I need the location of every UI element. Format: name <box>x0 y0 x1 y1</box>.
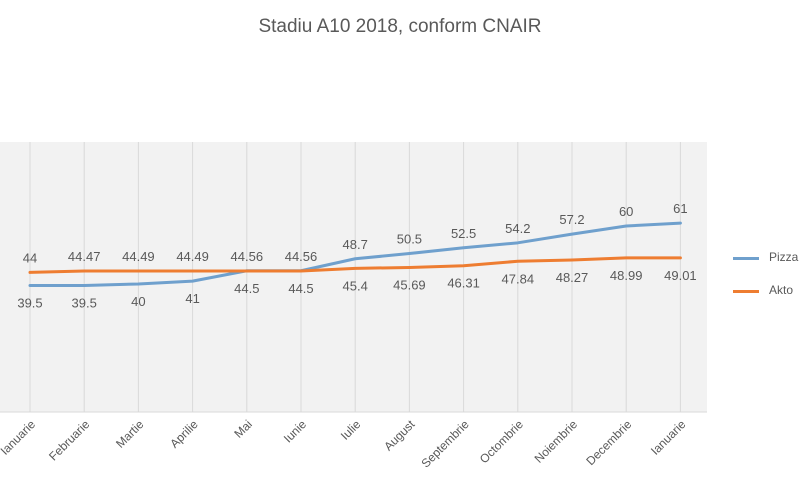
legend-swatch-pizza <box>733 257 759 260</box>
x-tick-label: Noiembrie <box>532 417 581 466</box>
data-label: 40 <box>131 294 145 309</box>
data-label: 44.49 <box>122 249 155 264</box>
data-label: 48.27 <box>556 270 589 285</box>
x-tick-label: Iulie <box>338 417 364 443</box>
x-tick-label: Martie <box>113 417 147 451</box>
data-label: 48.99 <box>610 268 643 283</box>
x-tick-label: August <box>381 417 418 454</box>
series-line-akto <box>28 256 682 274</box>
data-label: 44.5 <box>288 281 313 296</box>
x-tick-label: Ianuarie <box>648 417 689 458</box>
data-label: 44 <box>23 250 37 265</box>
data-label: 50.5 <box>397 232 422 247</box>
x-tick-label: Septembrie <box>418 417 472 471</box>
data-label: 47.84 <box>502 271 535 286</box>
data-label: 52.5 <box>451 226 476 241</box>
data-label: 41 <box>185 291 199 306</box>
x-tick-label: Mai <box>231 417 255 441</box>
legend-swatch-akto <box>733 290 759 293</box>
data-label: 61 <box>673 201 687 216</box>
data-label: 44.47 <box>68 249 101 264</box>
data-label: 46.31 <box>447 276 480 291</box>
legend-label-pizza: Pizza <box>769 250 799 264</box>
data-label: 44.56 <box>285 249 318 264</box>
legend-label-akto: Akto <box>769 283 794 297</box>
data-label: 60 <box>619 204 633 219</box>
x-tick-label: Aprilie <box>167 417 201 451</box>
data-label: 45.4 <box>343 278 368 293</box>
data-label: 44.5 <box>234 281 259 296</box>
chart-title: Stadiu A10 2018, conform CNAIR <box>258 16 542 37</box>
x-tick-label: Decembrie <box>583 417 634 468</box>
data-label: 48.7 <box>343 237 368 252</box>
data-label: 57.2 <box>559 212 584 227</box>
data-label: 44.56 <box>231 249 264 264</box>
gridlines <box>0 142 707 413</box>
data-label: 45.69 <box>393 277 426 292</box>
plot-area <box>0 142 707 412</box>
data-label: 39.5 <box>17 295 42 310</box>
x-tick-label: Iunie <box>281 417 310 446</box>
x-axis-ticks: Ianuarie Februarie Martie Aprilie Mai Iunie Iu… <box>0 417 689 471</box>
data-labels: 44 39.5 44.47 39.5 44.49 40 44.49 41 44.56 44.5 44… <box>17 201 696 310</box>
x-tick-label: Februarie <box>46 417 92 463</box>
data-label: 44.49 <box>176 249 209 264</box>
data-label: 39.5 <box>72 295 97 310</box>
x-tick-label: Octombrie <box>477 417 526 466</box>
series-line-pizza <box>28 221 682 287</box>
data-label: 49.01 <box>664 268 697 283</box>
legend-area <box>707 142 800 412</box>
data-label: 54.2 <box>505 221 530 236</box>
x-tick-label: Ianuarie <box>0 417 38 458</box>
series-lines <box>28 221 682 287</box>
